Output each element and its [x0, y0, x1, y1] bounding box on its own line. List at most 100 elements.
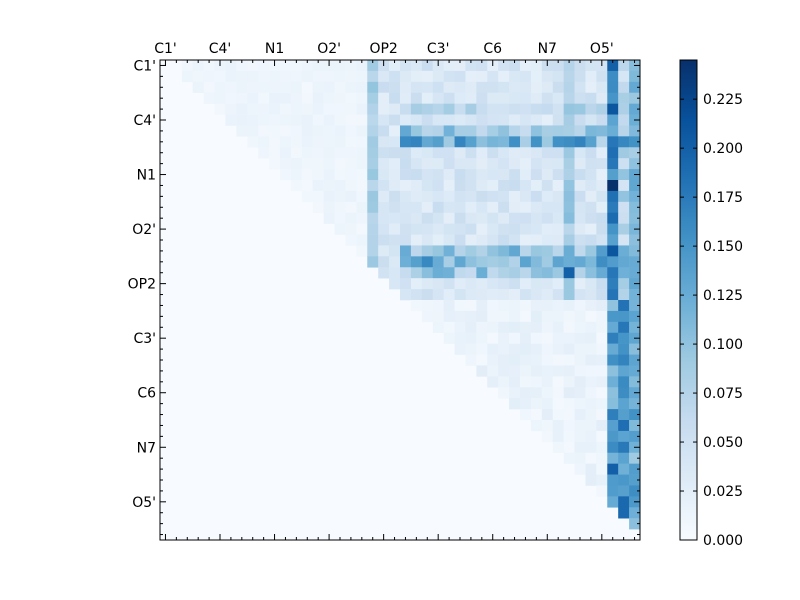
heatmap-cell	[574, 452, 586, 464]
x-tick-label: O5'	[590, 41, 614, 57]
heatmap-cell	[530, 278, 543, 290]
heatmap-cell	[596, 70, 608, 83]
heatmap-cell	[509, 201, 521, 214]
heatmap-cell	[476, 354, 488, 366]
heatmap-cell	[498, 212, 510, 224]
heatmap-cell	[443, 245, 455, 257]
heatmap-cell	[345, 190, 357, 203]
heatmap-cell	[607, 256, 619, 268]
heatmap-cell	[389, 190, 401, 203]
heatmap-cell	[400, 289, 412, 301]
heatmap-cell	[498, 365, 510, 377]
heatmap-cell	[563, 212, 575, 224]
heatmap-cell	[410, 267, 423, 279]
heatmap-cell	[465, 256, 477, 268]
heatmap-cell	[476, 289, 488, 301]
heatmap-cell	[454, 343, 466, 355]
heatmap-cell	[400, 92, 412, 104]
heatmap-cell	[574, 409, 586, 421]
heatmap-cell	[280, 92, 292, 104]
heatmap-cell	[192, 70, 204, 83]
heatmap-cell	[607, 103, 619, 115]
heatmap-cell	[585, 267, 597, 279]
heatmap-cell	[585, 430, 597, 443]
heatmap-cell	[618, 223, 630, 235]
heatmap-cell	[410, 103, 423, 115]
heatmap-cell	[541, 343, 554, 355]
heatmap-cell	[585, 201, 597, 214]
heatmap-cell	[520, 70, 532, 83]
heatmap-cell	[312, 92, 324, 104]
heatmap-cell	[487, 300, 499, 312]
heatmap-cell	[520, 158, 532, 170]
heatmap-cell	[312, 60, 324, 72]
heatmap-cell	[596, 201, 608, 214]
heatmap-cell	[476, 147, 488, 159]
heatmap-cell	[596, 169, 608, 181]
heatmap-cell	[421, 300, 434, 312]
heatmap-cell	[629, 81, 641, 94]
heatmap-cell	[530, 158, 543, 170]
heatmap-cell	[618, 245, 630, 257]
heatmap-cell	[585, 310, 597, 323]
heatmap-cell	[465, 310, 477, 323]
heatmap-cell	[552, 136, 564, 148]
heatmap-cell	[301, 190, 314, 203]
heatmap-cell	[476, 245, 488, 257]
heatmap-cell	[487, 365, 499, 377]
heatmap-cell	[192, 81, 204, 94]
heatmap-cell	[290, 136, 303, 148]
heatmap-cell	[596, 343, 608, 355]
heatmap-cell	[378, 92, 390, 104]
heatmap-cell	[607, 169, 619, 181]
heatmap-cell	[454, 321, 466, 334]
heatmap-cell	[574, 201, 586, 214]
heatmap-cell	[356, 158, 368, 170]
heatmap-cell	[476, 234, 488, 246]
heatmap-cell	[476, 201, 488, 214]
heatmap-cell	[421, 201, 434, 214]
heatmap-cell	[400, 201, 412, 214]
heatmap-cell	[585, 70, 597, 83]
heatmap-cell	[432, 278, 444, 290]
heatmap-cell	[476, 114, 488, 126]
heatmap-cell	[596, 398, 608, 410]
colorbar-tick-label: 0.150	[703, 239, 743, 255]
heatmap-cell	[203, 92, 215, 104]
heatmap-cell	[607, 332, 619, 344]
heatmap-cell	[410, 234, 423, 246]
heatmap-cell	[487, 267, 499, 279]
heatmap-cell	[498, 245, 510, 257]
heatmap-cell	[596, 180, 608, 192]
heatmap-cell	[607, 474, 619, 486]
heatmap-cell	[345, 234, 357, 246]
heatmap-cell	[509, 310, 521, 323]
heatmap-cell	[356, 234, 368, 246]
heatmap-cell	[432, 201, 444, 214]
x-tick-label: OP2	[369, 41, 397, 57]
heatmap-cell	[367, 190, 379, 203]
heatmap-cell	[618, 310, 630, 323]
heatmap-cell	[236, 103, 248, 115]
heatmap-cell	[323, 81, 335, 94]
heatmap-cell	[476, 169, 488, 181]
heatmap-cell	[323, 136, 335, 148]
heatmap-cell	[563, 278, 575, 290]
heatmap-cell	[465, 190, 477, 203]
heatmap-cell	[552, 441, 564, 454]
heatmap-cell	[487, 92, 499, 104]
heatmap-cell	[563, 267, 575, 279]
heatmap-cell	[280, 60, 292, 72]
heatmap-cell	[487, 169, 499, 181]
heatmap-cell	[487, 136, 499, 148]
heatmap-cell	[465, 234, 477, 246]
heatmap-cell	[629, 321, 641, 334]
heatmap-cell	[356, 136, 368, 148]
heatmap-cell	[498, 60, 510, 72]
heatmap-cell	[465, 92, 477, 104]
heatmap-cell	[520, 343, 532, 355]
heatmap-cell	[465, 289, 477, 301]
heatmap-cell	[607, 267, 619, 279]
heatmap-cell	[498, 256, 510, 268]
heatmap-cell	[454, 81, 466, 94]
